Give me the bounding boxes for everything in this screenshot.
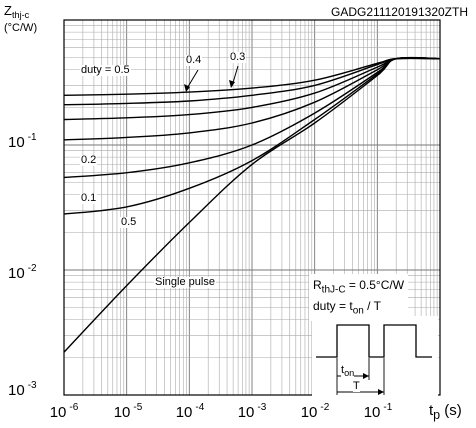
- x-tick-label-1: 10 -6: [49, 402, 79, 421]
- series-line-6: [63, 56, 441, 353]
- y-tick-label-3: 10 -3: [8, 380, 37, 399]
- series-label-0-1: 0.1: [80, 192, 98, 204]
- rth-value-text: RthJ-C = 0.5°C/W: [313, 278, 405, 296]
- y-axis-unit: (°C/W): [4, 21, 38, 34]
- pulse-ton-label: ton: [341, 364, 355, 379]
- series-label-0-4: 0.4: [185, 54, 203, 66]
- x-tick-label-2: 10 -5: [113, 402, 143, 421]
- duty-definition-text: duty = ton / T: [313, 299, 381, 317]
- y-axis-label-sub: thj-c: [11, 10, 30, 21]
- pulse-diagram: [312, 316, 438, 396]
- x-tick-label-4: 10 -3: [237, 402, 267, 421]
- x-tick-label-3: 10 -4: [175, 402, 205, 421]
- label-arrows: [184, 65, 239, 92]
- y-axis-label-main: Z: [4, 3, 12, 18]
- pulse-period-arrowhead: [378, 389, 384, 395]
- thermal-resistance-legend: RthJ-C = 0.5°C/W duty = ton / T: [309, 274, 409, 321]
- plot-frame: [63, 19, 441, 396]
- x-tick-label-6: 10 -1: [363, 402, 393, 421]
- series-label-0-2: 0.2: [80, 154, 98, 166]
- arrow-0-3-head: [229, 80, 235, 88]
- series-label-duty-0-5: duty = 0.5: [80, 64, 131, 76]
- x-axis-label: tp (s): [429, 402, 462, 422]
- y-tick-label-2: 10 -2: [8, 263, 37, 282]
- document-code: GADG211120191320ZTH: [331, 5, 468, 19]
- arrow-0-4-head: [184, 84, 190, 92]
- x-tick-label-5: 10 -2: [300, 402, 330, 421]
- series-label-0-5-lower: 0.5: [120, 216, 138, 228]
- series-label-single-pulse: Single pulse: [154, 276, 216, 288]
- series-group: [63, 56, 441, 353]
- y-tick-label-1: 10 -1: [8, 132, 37, 151]
- pulse-waveform: [316, 324, 432, 358]
- pulse-period-label: T: [353, 380, 360, 392]
- y-axis-label: Zthj-c (°C/W): [4, 3, 37, 35]
- series-label-0-3: 0.3: [229, 51, 247, 63]
- pulse-background: [312, 316, 438, 396]
- pulse-ton-arrowhead: [363, 373, 369, 379]
